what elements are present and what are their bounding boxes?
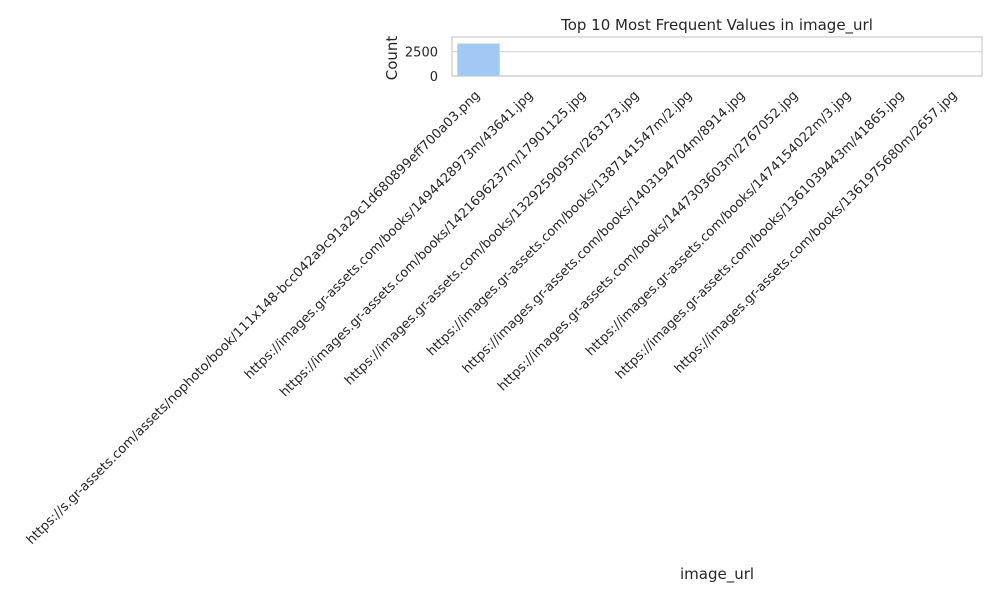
grid-lines [452, 51, 982, 77]
plot-frame [451, 36, 983, 77]
y-tick-label: 2500 [405, 46, 438, 61]
y-tick-label: 0 [430, 70, 438, 85]
y-tick-labels: 0 2500 [405, 46, 438, 85]
y-axis-label: Count [383, 36, 401, 81]
bars [457, 43, 977, 76]
chart-title: Top 10 Most Frequent Values in image_url [560, 16, 873, 35]
x-axis-label: image_url [680, 565, 754, 584]
bar [457, 43, 500, 76]
x-tick-labels: https://s.gr-assets.com/assets/nophoto/b… [24, 88, 960, 547]
